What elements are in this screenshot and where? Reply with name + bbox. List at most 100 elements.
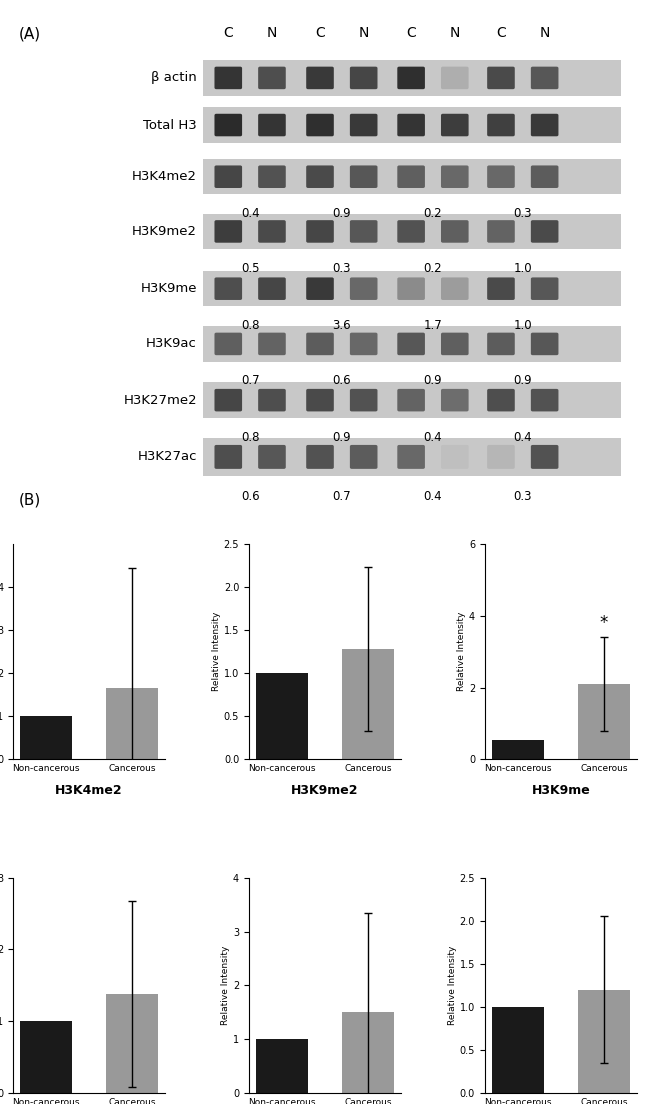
Text: N: N xyxy=(540,26,550,40)
FancyBboxPatch shape xyxy=(441,114,469,136)
FancyBboxPatch shape xyxy=(487,66,515,89)
Text: H3K9ac: H3K9ac xyxy=(146,338,197,350)
Text: 0.6: 0.6 xyxy=(240,490,259,503)
FancyBboxPatch shape xyxy=(397,445,425,469)
Text: 0.3: 0.3 xyxy=(333,262,351,275)
FancyBboxPatch shape xyxy=(397,277,425,300)
Bar xyxy=(343,649,394,760)
FancyBboxPatch shape xyxy=(487,166,515,188)
Text: 0.4: 0.4 xyxy=(424,490,442,503)
Text: 0.2: 0.2 xyxy=(424,262,442,275)
FancyBboxPatch shape xyxy=(306,332,334,355)
Text: 0.2: 0.2 xyxy=(424,208,442,220)
X-axis label: H3K4me2: H3K4me2 xyxy=(55,784,123,797)
FancyBboxPatch shape xyxy=(397,114,425,136)
Text: H3K9me2: H3K9me2 xyxy=(132,225,197,238)
FancyBboxPatch shape xyxy=(397,66,425,89)
FancyBboxPatch shape xyxy=(487,445,515,469)
FancyBboxPatch shape xyxy=(487,332,515,355)
Text: C: C xyxy=(224,26,233,40)
FancyBboxPatch shape xyxy=(214,445,242,469)
Text: 0.3: 0.3 xyxy=(514,208,532,220)
Text: 1.0: 1.0 xyxy=(514,319,532,332)
Text: H3K27ac: H3K27ac xyxy=(138,450,197,464)
Bar xyxy=(256,673,307,760)
FancyBboxPatch shape xyxy=(350,445,378,469)
FancyBboxPatch shape xyxy=(441,389,469,412)
FancyBboxPatch shape xyxy=(487,220,515,243)
FancyBboxPatch shape xyxy=(214,332,242,355)
FancyBboxPatch shape xyxy=(531,220,558,243)
Text: 0.8: 0.8 xyxy=(241,431,259,444)
Text: 0.7: 0.7 xyxy=(333,490,351,503)
FancyBboxPatch shape xyxy=(397,332,425,355)
Text: 3.6: 3.6 xyxy=(333,319,351,332)
Text: 0.8: 0.8 xyxy=(241,319,259,332)
FancyBboxPatch shape xyxy=(487,277,515,300)
FancyBboxPatch shape xyxy=(441,220,469,243)
FancyBboxPatch shape xyxy=(258,389,286,412)
FancyBboxPatch shape xyxy=(350,220,378,243)
FancyBboxPatch shape xyxy=(531,332,558,355)
FancyBboxPatch shape xyxy=(203,214,621,250)
FancyBboxPatch shape xyxy=(258,277,286,300)
Bar xyxy=(578,989,630,1093)
Bar xyxy=(20,1021,72,1093)
FancyBboxPatch shape xyxy=(350,277,378,300)
FancyBboxPatch shape xyxy=(258,332,286,355)
Y-axis label: Relative Intensity: Relative Intensity xyxy=(448,946,457,1025)
FancyBboxPatch shape xyxy=(397,389,425,412)
Text: N: N xyxy=(359,26,369,40)
FancyBboxPatch shape xyxy=(441,66,469,89)
Text: (A): (A) xyxy=(20,26,42,41)
FancyBboxPatch shape xyxy=(531,445,558,469)
FancyBboxPatch shape xyxy=(350,389,378,412)
Text: C: C xyxy=(406,26,416,40)
Y-axis label: Relative Intensity: Relative Intensity xyxy=(457,612,466,691)
FancyBboxPatch shape xyxy=(487,114,515,136)
Text: 0.9: 0.9 xyxy=(424,374,442,388)
Text: 0.9: 0.9 xyxy=(333,431,351,444)
FancyBboxPatch shape xyxy=(258,166,286,188)
Text: 0.9: 0.9 xyxy=(333,208,351,220)
FancyBboxPatch shape xyxy=(441,166,469,188)
FancyBboxPatch shape xyxy=(397,220,425,243)
FancyBboxPatch shape xyxy=(531,66,558,89)
Bar xyxy=(107,688,159,760)
FancyBboxPatch shape xyxy=(531,389,558,412)
FancyBboxPatch shape xyxy=(531,166,558,188)
Bar xyxy=(20,716,72,760)
FancyBboxPatch shape xyxy=(306,166,334,188)
Bar xyxy=(491,1007,543,1093)
FancyBboxPatch shape xyxy=(306,445,334,469)
FancyBboxPatch shape xyxy=(203,61,621,96)
FancyBboxPatch shape xyxy=(214,220,242,243)
FancyBboxPatch shape xyxy=(214,277,242,300)
Text: *: * xyxy=(600,614,608,631)
Text: C: C xyxy=(496,26,506,40)
Text: 1.7: 1.7 xyxy=(424,319,443,332)
FancyBboxPatch shape xyxy=(306,66,334,89)
Bar xyxy=(256,1039,307,1093)
Text: N: N xyxy=(450,26,460,40)
FancyBboxPatch shape xyxy=(306,220,334,243)
FancyBboxPatch shape xyxy=(203,159,621,194)
FancyBboxPatch shape xyxy=(203,326,621,362)
Text: N: N xyxy=(266,26,277,40)
Bar xyxy=(578,684,630,760)
FancyBboxPatch shape xyxy=(258,66,286,89)
Bar xyxy=(343,1012,394,1093)
Text: 0.3: 0.3 xyxy=(514,490,532,503)
FancyBboxPatch shape xyxy=(258,220,286,243)
Text: 1.0: 1.0 xyxy=(514,262,532,275)
Bar xyxy=(107,994,159,1093)
Text: H3K9me: H3K9me xyxy=(140,283,197,295)
Bar xyxy=(491,740,543,760)
FancyBboxPatch shape xyxy=(350,66,378,89)
FancyBboxPatch shape xyxy=(487,389,515,412)
FancyBboxPatch shape xyxy=(214,166,242,188)
Text: 0.5: 0.5 xyxy=(241,262,259,275)
Text: 0.4: 0.4 xyxy=(424,431,442,444)
Y-axis label: Relative Intensity: Relative Intensity xyxy=(212,612,221,691)
FancyBboxPatch shape xyxy=(531,114,558,136)
